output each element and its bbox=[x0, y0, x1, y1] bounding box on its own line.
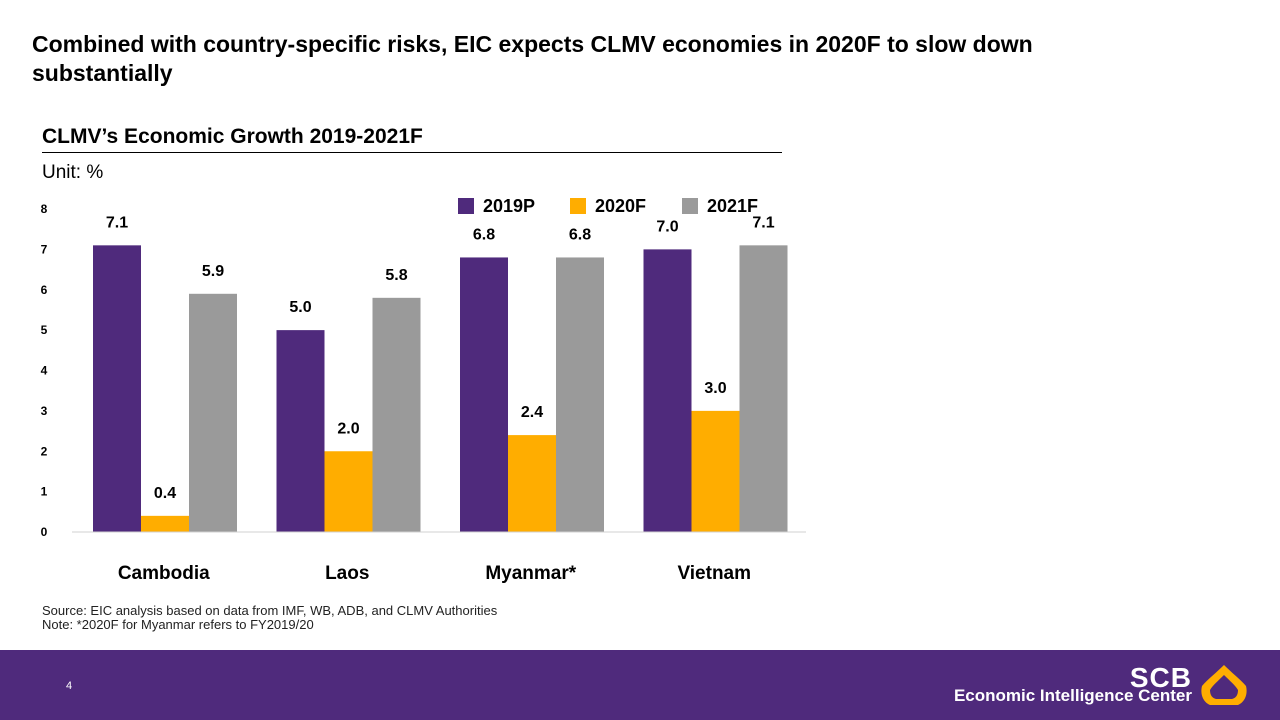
x-tick-label: Laos bbox=[325, 563, 369, 584]
slide-title: Combined with country-specific risks, EI… bbox=[32, 31, 1033, 86]
bar bbox=[556, 257, 604, 532]
y-tick-label: 6 bbox=[41, 283, 48, 297]
legend-swatch bbox=[570, 198, 586, 214]
legend-label: 2021F bbox=[707, 196, 758, 216]
bar bbox=[460, 257, 508, 532]
bar bbox=[643, 249, 692, 532]
bar bbox=[276, 330, 325, 532]
data-label: 6.8 bbox=[569, 226, 591, 243]
footer-bar: 4 SCB Economic Intelligence Center bbox=[0, 650, 1280, 720]
bar bbox=[324, 451, 373, 532]
x-axis: Cambodia Laos Myanmar* Vietnam bbox=[72, 531, 806, 584]
data-label: 7.1 bbox=[106, 214, 128, 231]
y-tick-label: 3 bbox=[41, 404, 48, 418]
footnotes: Source: EIC analysis based on data from … bbox=[42, 604, 497, 632]
data-label: 7.0 bbox=[656, 218, 678, 235]
footnote: Note: *2020F for Myanmar refers to FY201… bbox=[42, 617, 314, 632]
y-tick-label: 5 bbox=[41, 323, 48, 337]
bar bbox=[508, 435, 556, 532]
y-tick-label: 1 bbox=[41, 485, 48, 499]
unit-label: Unit: % bbox=[42, 162, 104, 183]
x-tick-label: Vietnam bbox=[677, 563, 751, 584]
y-tick-label: 7 bbox=[41, 242, 48, 256]
y-tick-label: 2 bbox=[41, 444, 48, 458]
y-axis: 0 1 2 3 4 5 6 7 8 bbox=[41, 202, 48, 539]
bar bbox=[739, 245, 788, 532]
chart-legend: 2019P 2020F 2021F bbox=[458, 196, 758, 216]
source-note: Source: EIC analysis based on data from … bbox=[42, 603, 498, 618]
bar bbox=[141, 515, 189, 532]
bar-series-group: 7.1 0.4 5.9 5.0 2.0 5.8 6.8 2.4 6.8 7.0 3.0 7.1 bbox=[93, 214, 788, 532]
chart-title: CLMV’s Economic Growth 2019-2021F bbox=[42, 123, 782, 153]
data-label: 5.9 bbox=[202, 263, 224, 280]
x-tick-label: Myanmar* bbox=[485, 563, 576, 584]
data-label: 7.1 bbox=[752, 214, 774, 231]
legend-swatch bbox=[458, 198, 474, 214]
eic-logo-text: Economic Intelligence Center bbox=[953, 686, 1192, 705]
legend-label: 2019P bbox=[483, 196, 535, 216]
data-label: 5.8 bbox=[385, 267, 407, 284]
scb-logo-text: SCB bbox=[1129, 662, 1192, 693]
y-tick-label: 0 bbox=[41, 525, 48, 539]
legend-swatch bbox=[682, 198, 698, 214]
scb-logo-mark-icon bbox=[1201, 665, 1247, 705]
page-number: 4 bbox=[66, 680, 73, 692]
bar-chart: 2019P 2020F 2021F 0 1 2 3 4 5 6 7 8 7.1 0.4 5.9 5.0 2.… bbox=[41, 196, 806, 584]
bar bbox=[189, 293, 237, 532]
data-label: 5.0 bbox=[289, 299, 311, 316]
data-label: 2.4 bbox=[521, 404, 543, 421]
bar bbox=[372, 297, 421, 532]
data-label: 3.0 bbox=[704, 380, 726, 397]
x-tick-label: Cambodia bbox=[118, 563, 210, 584]
data-label: 0.4 bbox=[154, 485, 176, 502]
data-label: 6.8 bbox=[473, 226, 495, 243]
bar bbox=[93, 245, 141, 532]
bar bbox=[691, 410, 740, 532]
y-tick-label: 8 bbox=[41, 202, 48, 216]
y-tick-label: 4 bbox=[41, 364, 48, 378]
data-label: 2.0 bbox=[337, 420, 359, 437]
legend-label: 2020F bbox=[595, 196, 646, 216]
